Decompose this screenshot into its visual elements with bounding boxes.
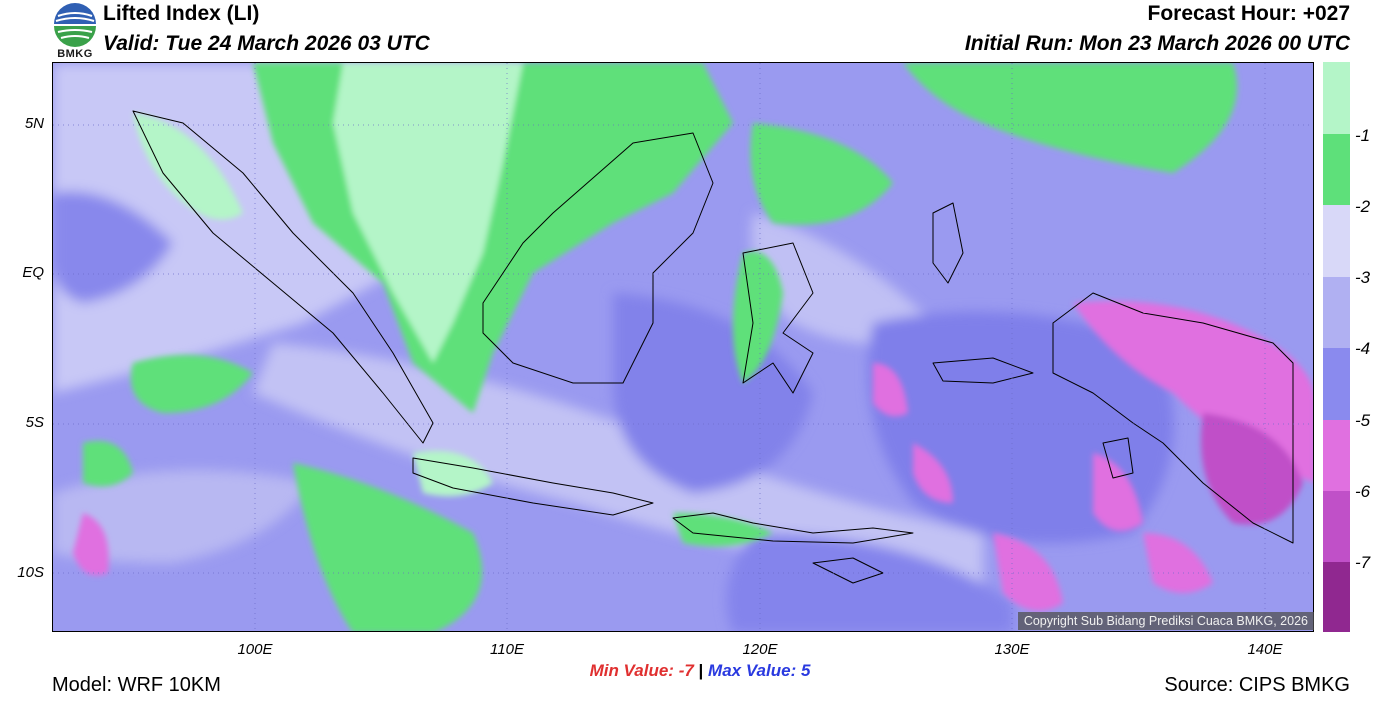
colorbar-segment — [1323, 205, 1350, 277]
lat-label-eq: EQ — [22, 264, 44, 281]
colorbar-segment — [1323, 420, 1350, 491]
colorbar-label: -7 — [1355, 553, 1371, 572]
copyright-notice: Copyright Sub Bidang Prediksi Cuaca BMKG… — [1017, 612, 1314, 630]
min-max-values: Min Value: -7 | Max Value: 5 — [0, 661, 1400, 681]
data-source: Source: CIPS BMKG — [1164, 674, 1350, 696]
colorbar-segment — [1323, 277, 1350, 348]
colorbar-segment — [1323, 134, 1350, 205]
lifted-index-map — [52, 62, 1314, 632]
colorbar-segment — [1323, 491, 1350, 562]
lon-label-110e: 110E — [490, 641, 524, 658]
colorbar-label: -1 — [1355, 126, 1371, 145]
colorbar — [1323, 62, 1350, 632]
lat-label-5s: 5S — [25, 414, 44, 431]
chart-title: Lifted Index (LI) — [103, 2, 260, 25]
lon-label-130e: 130E — [994, 641, 1030, 658]
colorbar-label: -4 — [1355, 339, 1371, 358]
colorbar-segment — [1323, 562, 1350, 632]
lon-label-140e: 140E — [1247, 641, 1283, 658]
colorbar-label: -2 — [1355, 197, 1371, 216]
model-name: Model: WRF 10KM — [52, 674, 221, 696]
forecast-hour: Forecast Hour: +027 — [1147, 2, 1351, 25]
bmkg-logo: BMKG — [52, 2, 98, 60]
colorbar-label: -3 — [1355, 268, 1371, 287]
lat-label-10s: 10S — [17, 564, 44, 581]
min-value: -7 — [678, 661, 694, 680]
max-value-label: Max Value: — [708, 661, 797, 680]
logo-text: BMKG — [57, 48, 93, 60]
lat-label-5n: 5N — [24, 115, 44, 132]
colorbar-segment — [1323, 62, 1350, 134]
initial-run: Initial Run: Mon 23 March 2026 00 UTC — [964, 32, 1350, 55]
min-value-label: Min Value: — [589, 661, 674, 680]
lon-label-100e: 100E — [237, 641, 273, 658]
lon-label-120e: 120E — [742, 641, 778, 658]
colorbar-label: -5 — [1355, 411, 1371, 430]
valid-time: Valid: Tue 24 March 2026 03 UTC — [103, 32, 430, 55]
max-value: 5 — [800, 661, 811, 680]
min-max-separator: | — [698, 661, 704, 680]
colorbar-segment — [1323, 348, 1350, 420]
colorbar-label: -6 — [1355, 482, 1371, 501]
